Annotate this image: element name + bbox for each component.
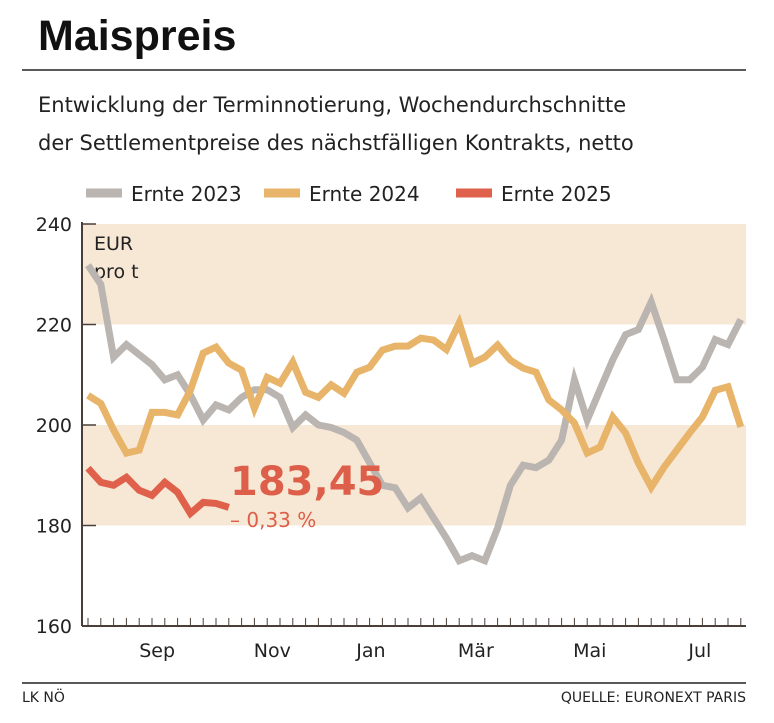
series-line-ernte-2024 <box>86 313 745 495</box>
x-tick-label: Nov <box>254 640 291 662</box>
chart-title: Maispreis <box>38 12 236 60</box>
x-tick-label: Mär <box>458 640 494 662</box>
subtitle-line-2: der Settlementpreise des nächstfälligen … <box>38 131 634 155</box>
y-tick-label: 220 <box>36 315 72 337</box>
y-tick-label: 180 <box>36 516 72 538</box>
latest-value-label: 183,45 <box>230 459 384 505</box>
shaded-band <box>82 224 746 325</box>
x-tick-label: Mai <box>573 640 606 662</box>
footer-left: LK NÖ <box>22 688 65 706</box>
series-lines <box>85 263 745 566</box>
x-tick-label: Jul <box>687 640 711 662</box>
legend: Ernte 2023 Ernte 2024 Ernte 2025 <box>86 182 612 206</box>
source-label: QUELLE: EURONEXT PARIS <box>561 690 746 706</box>
shaded-bands <box>82 224 746 526</box>
y-axis: 160 180 200 220 240 <box>36 214 96 638</box>
series-line-ernte-2023 <box>85 263 744 566</box>
y-tick-label: 240 <box>36 214 72 236</box>
y-tick-label: 200 <box>36 415 72 437</box>
change-label: – 0,33 % <box>230 508 316 532</box>
x-axis: Sep Nov Jan Mär Mai Jul <box>82 618 746 662</box>
y-unit-label-1: EUR <box>94 233 133 255</box>
legend-label-2023: Ernte 2023 <box>131 182 242 206</box>
legend-label-2024: Ernte 2024 <box>309 182 420 206</box>
y-unit-label-2: pro t <box>94 261 139 283</box>
series-line-ernte-2025 <box>85 465 230 519</box>
y-tick-label: 160 <box>36 616 72 638</box>
x-tick-label: Jan <box>355 640 385 662</box>
x-tick-label: Sep <box>139 640 175 662</box>
legend-label-2025: Ernte 2025 <box>501 182 612 206</box>
subtitle-line-1: Entwicklung der Terminnotierung, Wochend… <box>38 93 626 117</box>
